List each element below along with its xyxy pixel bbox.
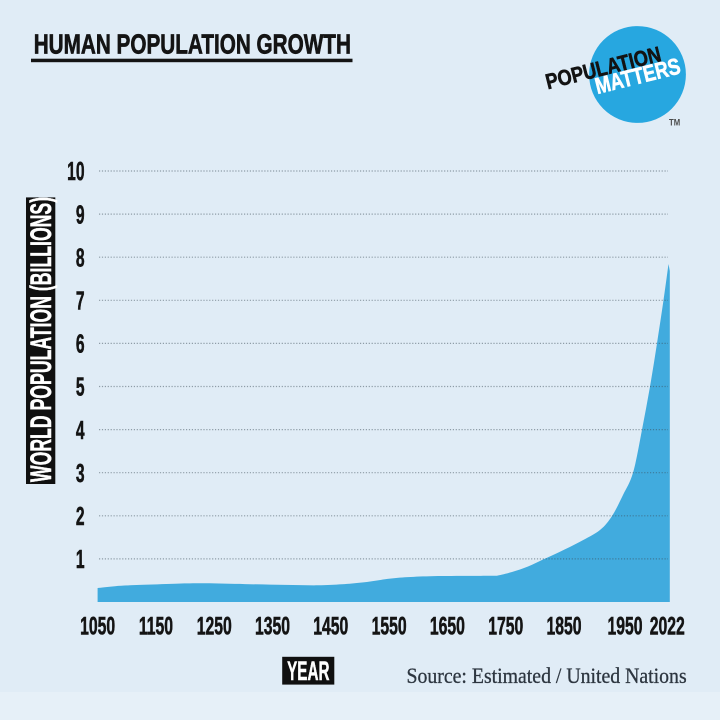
svg-text:2: 2 [76,502,85,531]
svg-text:WORLD POPULATION (BILLIONS): WORLD POPULATION (BILLIONS) [26,197,59,482]
svg-text:1: 1 [76,545,85,574]
svg-text:Source: Estimated / United Nat: Source: Estimated / United Nations [407,663,687,688]
svg-text:1950: 1950 [607,613,642,641]
svg-text:HUMAN POPULATION GROWTH: HUMAN POPULATION GROWTH [34,30,351,61]
svg-text:1750: 1750 [488,613,523,641]
svg-text:7: 7 [76,286,85,315]
svg-text:1550: 1550 [372,613,407,641]
svg-text:6: 6 [76,330,85,359]
svg-text:YEAR: YEAR [287,656,329,687]
svg-text:1650: 1650 [430,613,465,641]
svg-text:4: 4 [76,416,85,445]
svg-text:1150: 1150 [139,613,173,641]
svg-text:TM: TM [669,117,680,128]
svg-text:1250: 1250 [197,613,232,641]
svg-text:3: 3 [76,459,85,488]
svg-text:1350: 1350 [255,613,290,641]
svg-text:2022: 2022 [650,613,685,641]
svg-text:1450: 1450 [313,613,348,641]
svg-text:8: 8 [76,243,85,272]
svg-text:9: 9 [76,200,85,229]
svg-text:5: 5 [76,373,85,402]
svg-text:1850: 1850 [546,613,581,641]
svg-text:1050: 1050 [80,613,115,641]
svg-text:10: 10 [67,157,84,186]
